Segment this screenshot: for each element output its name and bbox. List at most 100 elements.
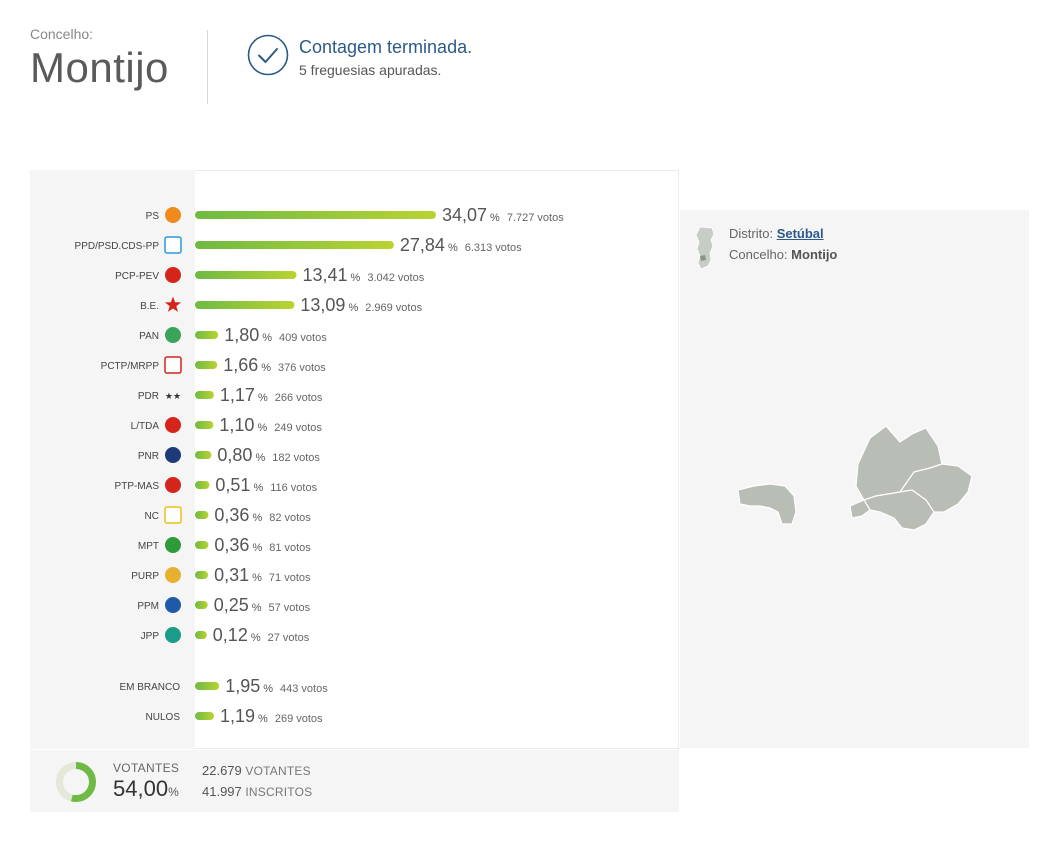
- votes-label-ps: 7.727 votos: [507, 212, 564, 224]
- percent-symbol-pdr: %: [258, 392, 268, 404]
- value-label-jpp: 0,12% 27 votos: [213, 625, 310, 645]
- value-number-ppd-psd-cds-pp: 27,84: [400, 235, 445, 255]
- percent-symbol-pcp-pev: %: [351, 272, 361, 284]
- value-label-pcp-pev: 13,41% 3.042 votos: [303, 265, 425, 285]
- value-label-ppm: 0,25% 57 votos: [214, 595, 311, 615]
- count-status-subtitle: 5 freguesias apuradas.: [299, 62, 442, 78]
- percent-symbol-mpt: %: [252, 542, 262, 554]
- bar-pan: [195, 331, 219, 339]
- bar-nulos: [195, 712, 214, 720]
- value-label-l-tda: 1,10% 249 votos: [219, 415, 322, 435]
- percent-symbol-nc: %: [252, 512, 262, 524]
- votes-label-em-branco: 443 votos: [280, 683, 328, 695]
- voters-count-line: 22.679 VOTANTES: [202, 763, 311, 778]
- turnout-percentage-value: 54,00: [113, 776, 169, 801]
- value-number-jpp: 0,12: [213, 625, 248, 645]
- votes-label-pnr: 182 votos: [272, 452, 320, 464]
- party-logo-pan-icon: [165, 327, 181, 343]
- portugal-map-icon: [695, 226, 715, 270]
- percent-symbol-pan: %: [262, 332, 272, 344]
- header-divider: [207, 30, 208, 104]
- value-number-nc: 0,36: [214, 505, 249, 525]
- bar-ppm: [195, 601, 208, 609]
- turnout-percentage: 54,00%: [113, 776, 179, 802]
- registered-count-line: 41.997 INSCRITOS: [202, 784, 312, 799]
- percent-symbol-em-branco: %: [263, 683, 273, 695]
- value-label-pdr: 1,17% 266 votos: [220, 385, 323, 405]
- party-logo-ppd-psd-cds-pp-icon: [164, 236, 182, 254]
- map-municipality-value: Montijo: [791, 247, 838, 262]
- value-number-nulos: 1,19: [220, 706, 255, 726]
- votes-label-jpp: 27 votos: [268, 632, 310, 644]
- bar-pcp-pev: [195, 271, 297, 279]
- value-number-pdr: 1,17: [220, 385, 255, 405]
- percent-symbol-nulos: %: [258, 713, 268, 725]
- value-label-purp: 0,31% 71 votos: [214, 565, 311, 585]
- turnout-label: VOTANTES: [113, 761, 180, 775]
- party-logo-b-e-icon: [164, 296, 182, 312]
- party-logo-ptp-mas-icon: [165, 477, 181, 493]
- bar-pctp-mrpp: [195, 361, 218, 369]
- party-label-ps: PS: [146, 211, 160, 222]
- turnout-summary: [30, 750, 679, 812]
- party-label-b-e: B.E.: [140, 301, 159, 312]
- value-number-pan: 1,80: [224, 325, 259, 345]
- votes-label-ptp-mas: 116 votos: [270, 482, 317, 494]
- party-logo-pcp-pev-icon: [165, 267, 181, 283]
- party-logo-l-tda-icon: [165, 417, 181, 433]
- party-label-l-tda: L/TDA: [131, 421, 160, 432]
- bar-pnr: [195, 451, 212, 459]
- party-label-ppd-psd-cds-pp: PPD/PSD.CDS-PP: [75, 241, 160, 252]
- value-number-ps: 34,07: [442, 205, 487, 225]
- party-label-jpp: JPP: [141, 631, 160, 642]
- bar-ptp-mas: [195, 481, 210, 489]
- district-label: Distrito:: [729, 226, 774, 241]
- bar-l-tda: [195, 421, 214, 429]
- party-label-nulos: NULOS: [146, 712, 181, 723]
- registered-unit: INSCRITOS: [245, 785, 313, 799]
- district-link[interactable]: Setúbal: [776, 226, 824, 241]
- party-logo-ppm-icon: [165, 597, 181, 613]
- party-logo-pctp-mrpp-icon: [164, 356, 182, 374]
- bar-purp: [195, 571, 209, 579]
- votes-label-l-tda: 249 votos: [274, 422, 322, 434]
- percent-symbol-ps: %: [490, 212, 500, 224]
- votes-label-pan: 409 votos: [279, 332, 327, 344]
- bar-ppd-psd-cds-pp: [195, 241, 394, 249]
- municipality-label: Concelho:: [30, 26, 94, 42]
- value-number-ptp-mas: 0,51: [215, 475, 250, 495]
- value-number-pnr: 0,80: [217, 445, 252, 465]
- bar-nc: [195, 511, 209, 519]
- parish-west-area[interactable]: [737, 483, 797, 525]
- percent-symbol-jpp: %: [251, 632, 261, 644]
- municipality-map: [737, 425, 973, 531]
- value-label-nc: 0,36% 82 votos: [214, 505, 311, 525]
- votes-label-pctp-mrpp: 376 votos: [278, 362, 326, 374]
- party-logo-nc-icon: [164, 506, 182, 524]
- voters-unit: VOTANTES: [245, 764, 311, 778]
- percent-symbol-l-tda: %: [257, 422, 267, 434]
- value-label-nulos: 1,19% 269 votos: [220, 706, 323, 726]
- party-label-ppm: PPM: [137, 601, 159, 612]
- votes-label-nulos: 269 votos: [275, 713, 323, 725]
- district-line: Distrito: Setúbal: [729, 226, 824, 241]
- bar-ps: [195, 211, 436, 219]
- party-logo-purp-icon: [165, 567, 181, 583]
- turnout-donut-arc: [56, 762, 96, 802]
- parish-southwest-area[interactable]: [849, 499, 871, 519]
- check-circle-icon: [247, 34, 289, 76]
- party-logo-pnr-icon: [165, 447, 181, 463]
- value-number-pcp-pev: 13,41: [303, 265, 348, 285]
- party-label-pdr: PDR: [138, 391, 159, 402]
- value-number-b-e: 13,09: [300, 295, 345, 315]
- votes-label-nc: 82 votos: [269, 512, 311, 524]
- value-number-mpt: 0,36: [214, 535, 249, 555]
- party-logo-mpt-icon: [165, 537, 181, 553]
- votes-label-mpt: 81 votos: [269, 542, 311, 554]
- value-label-mpt: 0,36% 81 votos: [214, 535, 311, 555]
- value-label-ptp-mas: 0,51% 116 votos: [215, 475, 317, 495]
- percent-symbol-ptp-mas: %: [253, 482, 263, 494]
- value-label-em-branco: 1,95% 443 votos: [225, 676, 328, 696]
- turnout-donut: [56, 762, 96, 802]
- parish-south-area[interactable]: [863, 489, 935, 531]
